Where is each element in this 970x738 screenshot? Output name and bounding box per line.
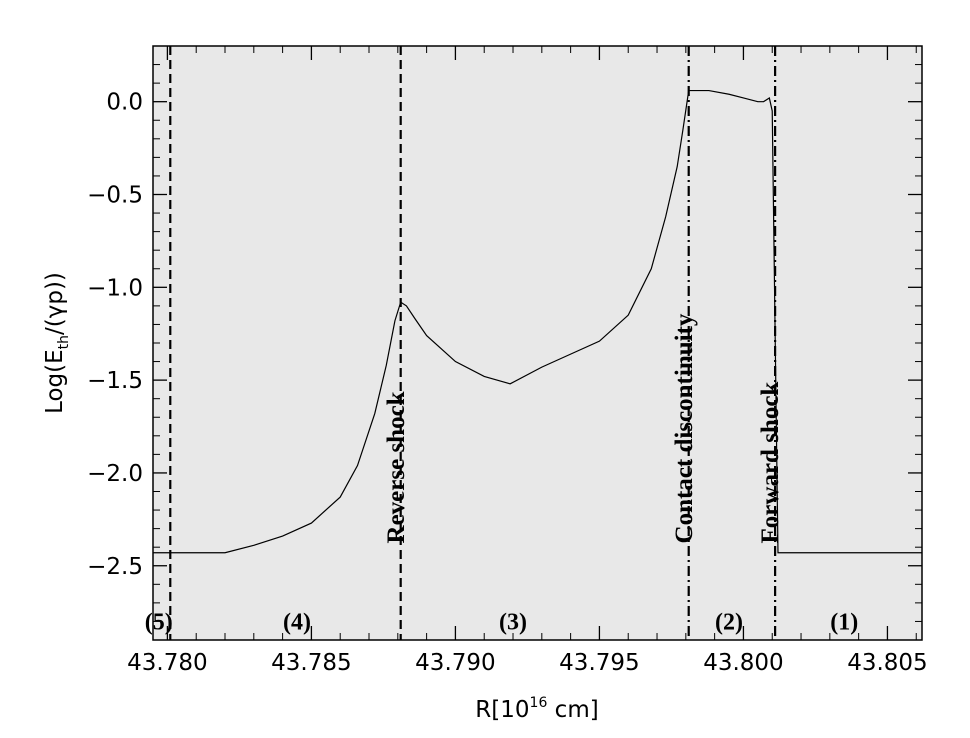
y-tick-label: −1.5 xyxy=(87,368,143,394)
x-tick-label: 43.790 xyxy=(415,650,495,676)
region-label: (1) xyxy=(830,609,858,635)
y-tick-label: −0.5 xyxy=(87,183,143,209)
annotation-label: Reverse shock xyxy=(383,391,410,543)
y-axis-title: Log(Eth/(γp)) xyxy=(42,272,72,414)
annotation-label: Forward shock xyxy=(757,382,784,544)
region-labels: (5) (4) (3) (2) (1) xyxy=(145,609,858,635)
annotations: Reverse shock Contact discontinuity Forwar… xyxy=(383,313,784,543)
y-tick-label: −1.0 xyxy=(87,275,143,301)
series-line xyxy=(153,89,922,554)
plot-area-background xyxy=(153,46,922,640)
x-tick-label: 43.780 xyxy=(127,650,207,676)
region-label: (2) xyxy=(715,609,743,635)
region-label: (3) xyxy=(499,609,527,635)
vertical-lines xyxy=(169,46,777,640)
region-label: (5) xyxy=(145,609,173,635)
x-tick-label: 43.785 xyxy=(271,650,351,676)
x-tick-label: 43.800 xyxy=(703,650,783,676)
annotation-label: Contact discontinuity xyxy=(671,313,698,543)
y-tick-label: −2.0 xyxy=(87,461,143,487)
x-tick-label: 43.795 xyxy=(559,650,639,676)
y-tick-label: −2.5 xyxy=(87,554,143,580)
region-label: (4) xyxy=(283,609,311,635)
y-tick-label: 0.0 xyxy=(106,90,143,116)
axis-ticks: 43.780 43.785 43.790 43.795 43.800 43.805 0.0 −… xyxy=(87,45,928,676)
x-tick-label: 43.805 xyxy=(847,650,927,676)
x-axis-title: R[1016 cm] xyxy=(475,695,598,723)
